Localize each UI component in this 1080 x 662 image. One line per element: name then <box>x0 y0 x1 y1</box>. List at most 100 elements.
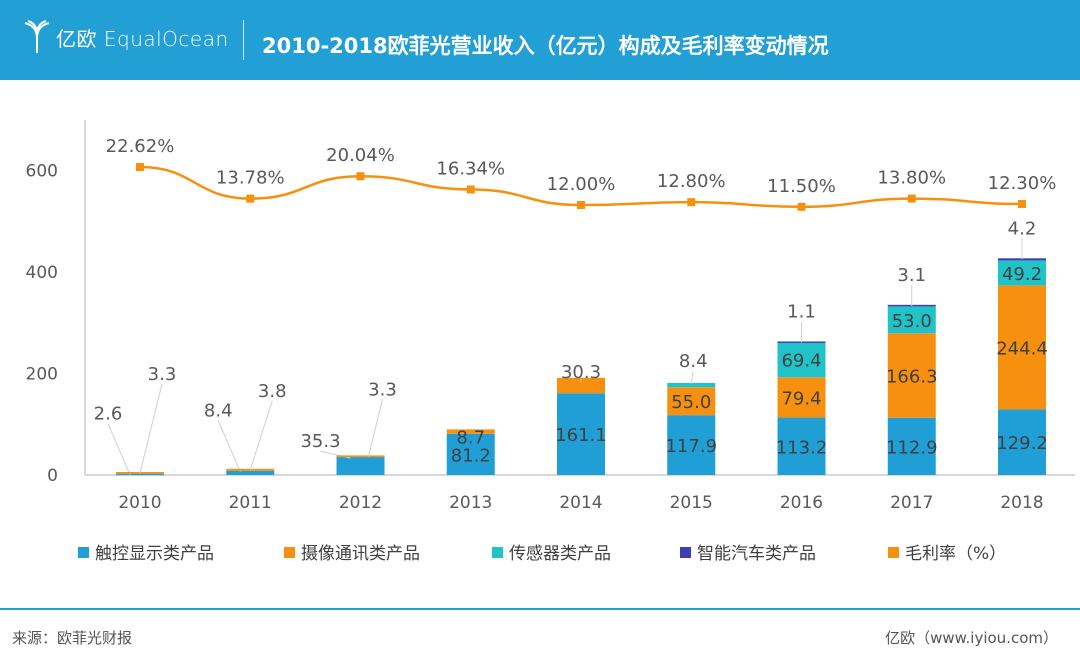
data-label: 166.3 <box>886 367 938 388</box>
page-title: 2010-2018欧菲光营业收入（亿元）构成及毛利率变动情况 <box>262 34 829 58</box>
data-label: 3.1 <box>897 265 926 286</box>
margin-label: 13.80% <box>877 168 946 189</box>
data-label: 129.2 <box>996 433 1048 454</box>
data-label: 69.4 <box>781 351 821 372</box>
data-label: 53.0 <box>892 311 932 332</box>
margin-label: 20.04% <box>326 145 395 166</box>
equalocean-logo: 亿欧 EqualOcean <box>24 20 229 54</box>
x-tick-label: 2011 <box>229 493 272 513</box>
data-label: 112.9 <box>886 437 938 458</box>
y-tick-label: 0 <box>47 466 58 486</box>
callout-line <box>249 400 273 470</box>
margin-label: 16.34% <box>436 158 505 179</box>
header-bar: 亿欧 EqualOcean 2010-2018欧菲光营业收入（亿元）构成及毛利率… <box>0 0 1080 80</box>
callout-line <box>217 420 241 472</box>
bar-segment <box>557 377 605 394</box>
bar-segment <box>446 433 495 475</box>
bar-segment <box>998 258 1046 261</box>
bar-segment <box>998 409 1046 475</box>
credit-note: 亿欧（www.iyiou.com） <box>885 629 1058 647</box>
data-label: 79.4 <box>781 388 821 409</box>
margin-point <box>1018 199 1026 208</box>
margin-point <box>356 172 365 181</box>
margin-line <box>139 165 1023 209</box>
legend-swatch <box>284 547 295 558</box>
data-label: 117.9 <box>665 436 717 457</box>
x-tick-label: 2015 <box>670 493 713 513</box>
header-divider <box>243 20 244 60</box>
bar-segment <box>887 333 936 418</box>
margin-point <box>577 201 585 210</box>
data-label: 8.4 <box>204 401 233 422</box>
bar-segment <box>777 342 826 378</box>
x-tick-label: 2010 <box>118 493 161 513</box>
logo-mark-icon <box>24 20 50 53</box>
data-label: 35.3 <box>300 431 340 452</box>
source-note: 来源：欧菲光财报 <box>12 629 133 647</box>
margin-label: 13.78% <box>216 168 285 189</box>
legend-label: 智能汽车类产品 <box>697 544 816 564</box>
footer-divider <box>0 608 1080 610</box>
margin-label: 22.62% <box>106 136 175 157</box>
legend-label: 触控显示类产品 <box>95 544 214 564</box>
data-label: 3.3 <box>368 379 397 400</box>
legend-swatch <box>680 547 691 558</box>
bar-segment <box>667 387 716 416</box>
legend-label: 传感器类产品 <box>509 544 611 564</box>
data-label: 30.3 <box>561 362 601 383</box>
margin-point <box>907 194 916 203</box>
x-tick-label: 2017 <box>890 493 933 513</box>
chart: 0 200 400 600 2010 2011 2012 2013 2014 2015 2016 20… <box>26 120 1075 564</box>
bar-segment <box>667 415 716 475</box>
legend-swatch <box>492 547 503 558</box>
bar-segment <box>998 285 1046 410</box>
bar-segment <box>777 377 826 418</box>
data-label: 3.8 <box>258 381 287 402</box>
legend-swatch <box>78 547 89 558</box>
margin-label: 12.30% <box>988 173 1057 194</box>
data-label: 81.2 <box>451 445 491 466</box>
margin-label: 11.50% <box>767 176 836 197</box>
data-label: 244.4 <box>996 338 1048 359</box>
bar-segment <box>887 417 936 475</box>
bar-segment <box>336 455 385 458</box>
data-label: 1.1 <box>787 301 816 322</box>
y-tick-label: 200 <box>26 365 58 385</box>
x-tick-label: 2013 <box>449 493 492 513</box>
legend-label: 毛利率（%） <box>905 544 1006 564</box>
margin-point <box>797 202 806 211</box>
margin-label: 12.00% <box>547 174 616 195</box>
bar-segment <box>557 393 605 475</box>
bar-segment <box>667 382 716 388</box>
y-tick-label: 400 <box>26 263 58 283</box>
data-label: 55.0 <box>671 392 711 413</box>
margin-point <box>136 163 144 171</box>
bar-segment <box>336 457 385 475</box>
legend-swatch <box>888 547 899 558</box>
x-tick-label: 2018 <box>1000 493 1043 513</box>
margin-label: 12.80% <box>657 171 726 192</box>
bar-segment <box>226 470 275 475</box>
data-label: 3.3 <box>148 364 177 385</box>
data-label: 8.4 <box>679 351 708 372</box>
data-label: 49.2 <box>1002 264 1042 285</box>
data-label: 113.2 <box>776 437 828 458</box>
x-tick-label: 2016 <box>780 493 823 513</box>
bar-segment <box>116 473 164 476</box>
callout-line <box>690 370 694 385</box>
callout-line <box>139 383 163 474</box>
x-tick-label: 2014 <box>559 493 602 513</box>
x-tick-label: 2012 <box>339 493 382 513</box>
data-label: 161.1 <box>555 425 607 446</box>
data-label: 4.2 <box>1008 218 1037 239</box>
margin-point <box>466 185 475 194</box>
bar-segment <box>998 260 1046 286</box>
callout-line <box>368 399 383 457</box>
margin-point <box>246 194 255 203</box>
bar-segment <box>777 417 826 475</box>
margin-point <box>687 198 696 207</box>
bar-segment <box>887 306 936 334</box>
data-label: 8.7 <box>456 427 485 448</box>
callout-line <box>107 423 131 475</box>
y-tick-label: 600 <box>26 162 58 182</box>
